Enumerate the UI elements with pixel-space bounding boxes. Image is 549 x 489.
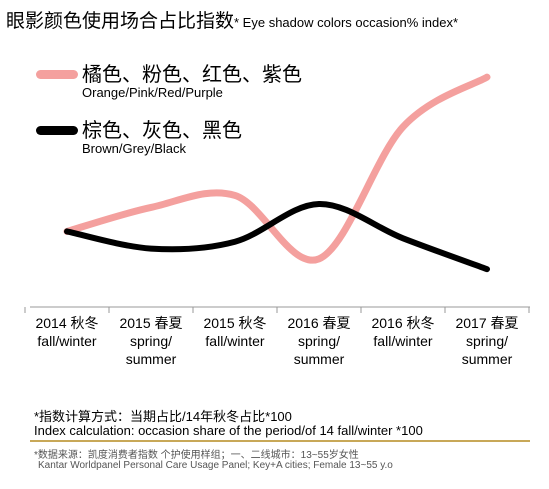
legend-swatch-warm [36, 70, 78, 79]
divider [30, 440, 530, 442]
chart-title-zh: 眼影颜色使用场合占比指数 [6, 11, 235, 32]
chart-title-en: * Eye shadow colors occasion% index* [234, 15, 459, 30]
legend-swatch-neutral [36, 126, 78, 135]
x-tick-label: 2016 春夏 spring/ summer [287, 315, 351, 367]
legend-label-warm: 橘色、粉色、红色、紫色 [82, 64, 302, 86]
x-tick-label: 2015 秋冬 fall/winter [203, 315, 267, 349]
index-note-zh: *指数计算方式：当期占比/14年秋冬占比*100 [34, 409, 292, 424]
chart-title: 眼影颜色使用场合占比指数* Eye shadow colors occasion… [6, 6, 458, 33]
index-note-en: Index calculation: occasion share of the… [34, 423, 423, 438]
series-line-neutral-colors [64, 200, 490, 273]
legend-label-neutral: 棕色、灰色、黑色 [82, 120, 242, 142]
x-tick-label: 2015 春夏 spring/ summer [119, 315, 183, 367]
x-tick-label: 2016 秋冬 fall/winter [371, 315, 435, 349]
source-note-en: Kantar Worldpanel Personal Care Usage Pa… [38, 460, 393, 471]
series-line-warm-colors [63, 73, 491, 264]
legend-label-neutral-en: Brown/Grey/Black [82, 141, 187, 156]
source-note-zh: *数据来源：凯度消费者指数 个护使用样组；一、二线城市：13~55岁女性 [34, 450, 359, 461]
x-tick-label: 2017 春夏 spring/ summer [455, 315, 519, 367]
legend-label-warm-en: Orange/Pink/Red/Purple [82, 85, 223, 100]
x-tick-label: 2014 秋冬 fall/winter [35, 315, 99, 349]
